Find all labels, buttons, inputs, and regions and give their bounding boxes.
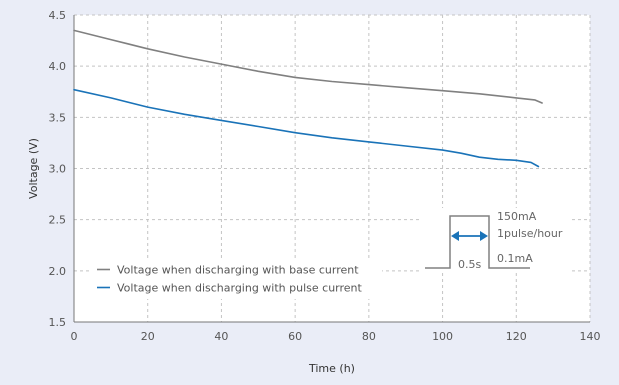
series-lines [73, 29, 543, 168]
y-tick-label: 2.5 [49, 214, 67, 227]
arrow-head-left-icon [451, 231, 459, 241]
arrow-head-right-icon [480, 231, 488, 241]
y-tick-label: 3.5 [49, 111, 67, 124]
annotation-background [422, 208, 572, 272]
x-tick-label: 60 [288, 330, 302, 343]
pulse-rate-label: 1pulse/hour [497, 227, 563, 240]
x-tick-label: 80 [362, 330, 376, 343]
pulse-width-label: 0.5s [458, 258, 481, 271]
legend-background [92, 259, 382, 299]
legend-label-pulse-current: Voltage when discharging with pulse curr… [117, 282, 363, 295]
x-tick-label: 40 [214, 330, 228, 343]
y-tick-label: 1.5 [49, 316, 67, 329]
x-tick-label: 120 [506, 330, 527, 343]
series-line-base-current [73, 29, 543, 104]
x-tick-label: 20 [141, 330, 155, 343]
axes [73, 15, 590, 323]
x-tick-label: 0 [71, 330, 78, 343]
y-axis-label: Voltage (V) [27, 138, 40, 199]
x-tick-label: 100 [432, 330, 453, 343]
pulse-annotation: 150mA 1pulse/hour 0.5s 0.1mA [422, 208, 572, 272]
pulse-low-label: 0.1mA [497, 252, 533, 265]
y-tick-label: 4.0 [49, 60, 67, 73]
y-tick-label: 3.0 [49, 163, 67, 176]
x-tick-labels: 0 20 40 60 80 100 120 140 [71, 330, 601, 343]
y-tick-label: 4.5 [49, 9, 67, 22]
legend-label-base-current: Voltage when discharging with base curre… [117, 264, 359, 277]
legend: Voltage when discharging with base curre… [92, 259, 382, 299]
y-tick-labels: 1.5 2.0 2.5 3.0 3.5 4.0 4.5 [49, 9, 67, 329]
y-tick-label: 2.0 [49, 265, 67, 278]
series-line-pulse-current [73, 88, 540, 168]
pulse-waveform [425, 215, 530, 269]
x-axis-label: Time (h) [308, 362, 355, 375]
pulse-high-label: 150mA [497, 210, 537, 223]
x-tick-label: 140 [580, 330, 601, 343]
